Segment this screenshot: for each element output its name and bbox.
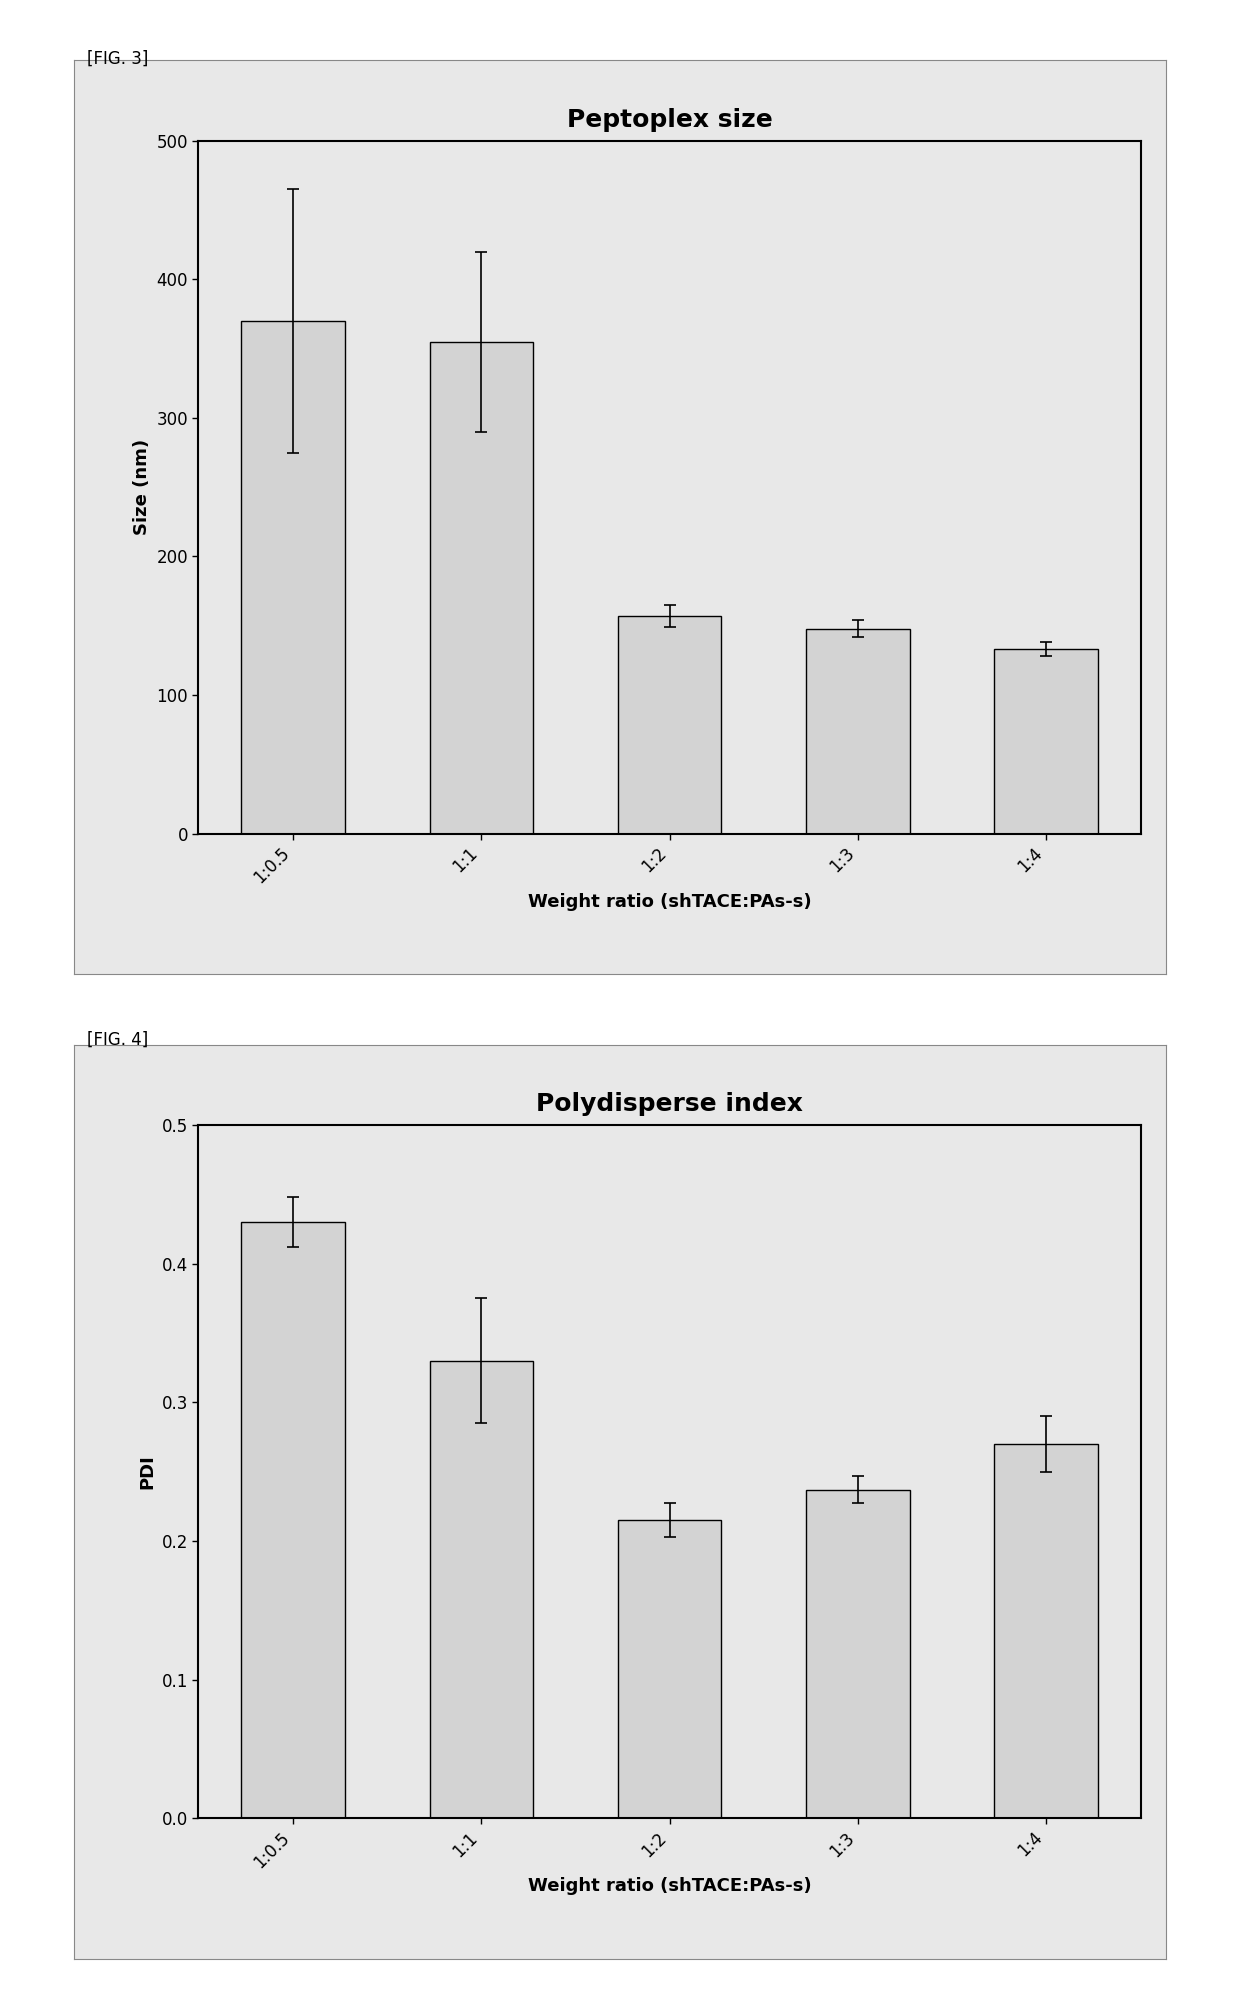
Bar <box>429 1360 533 1818</box>
X-axis label: Weight ratio (shTACE:PAs-s): Weight ratio (shTACE:PAs-s) <box>528 1876 811 1894</box>
X-axis label: Weight ratio (shTACE:PAs-s): Weight ratio (shTACE:PAs-s) <box>528 892 811 910</box>
Bar <box>806 1489 910 1818</box>
Bar <box>242 1221 345 1818</box>
Title: Peptoplex size: Peptoplex size <box>567 108 773 133</box>
Bar <box>618 1521 722 1818</box>
Bar <box>242 321 345 834</box>
Y-axis label: PDI: PDI <box>138 1455 156 1489</box>
Bar <box>994 649 1097 834</box>
Bar <box>618 617 722 834</box>
Text: [FIG. 4]: [FIG. 4] <box>87 1031 148 1049</box>
Bar <box>994 1444 1097 1818</box>
Y-axis label: Size (nm): Size (nm) <box>133 440 151 534</box>
Title: Polydisperse index: Polydisperse index <box>536 1093 804 1117</box>
Bar <box>429 342 533 834</box>
Text: [FIG. 3]: [FIG. 3] <box>87 50 148 68</box>
Bar <box>806 629 910 834</box>
